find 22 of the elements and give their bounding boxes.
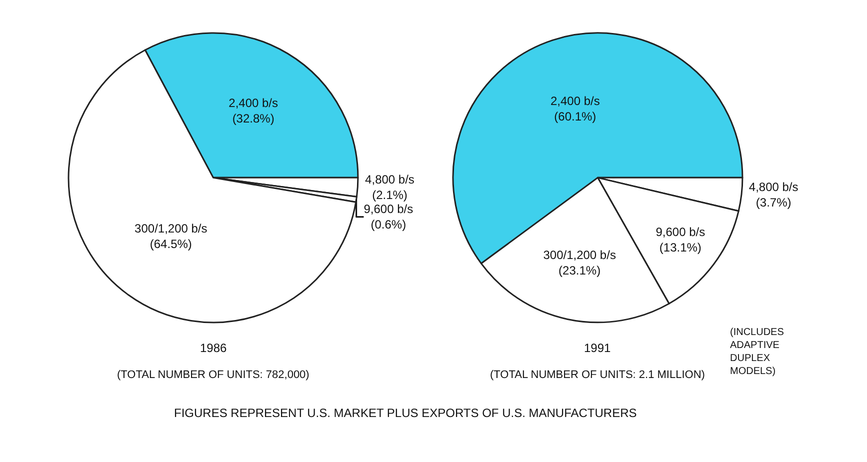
data-label: (32.8%) (232, 112, 274, 126)
slice-label: 9,600 b/s (364, 202, 414, 216)
slice-label: 4,800 b/s (365, 172, 414, 186)
text: 1986 (200, 341, 228, 355)
data-label: (23.1%) (558, 264, 601, 278)
text: (INCLUDES ADAPTIVE DUPLEX MODELS) (730, 327, 784, 377)
text: 1991 (584, 341, 612, 355)
text: (TOTAL NUMBER OF UNITS: 782,000) (117, 369, 310, 381)
slice-label: 4,800 b/s (748, 180, 798, 194)
data-label: (13.1%) (659, 240, 702, 255)
slice-label: 9,600 b/s (656, 224, 706, 239)
data-label: (2.1%) (372, 188, 408, 202)
slice-label: 300/1,200 b/s (543, 248, 616, 262)
data-label: (3.7%) (756, 195, 792, 210)
text: FIGURES REPRESENT U.S. MARKET PLUS EXPORTS OF U.S. MANUFACTURERS (174, 406, 637, 420)
data-label: (0.6%) (370, 218, 406, 232)
data-label: (60.1%) (554, 110, 596, 124)
slice-label: 300/1,200 b/s (134, 222, 208, 236)
data-label: (64.5%) (150, 237, 192, 252)
text: (TOTAL NUMBER OF UNITS: 2.1 MILLION) (490, 369, 705, 381)
slice-label: 2,400 b/s (550, 94, 600, 108)
slice-label: 2,400 b/s (228, 96, 278, 110)
